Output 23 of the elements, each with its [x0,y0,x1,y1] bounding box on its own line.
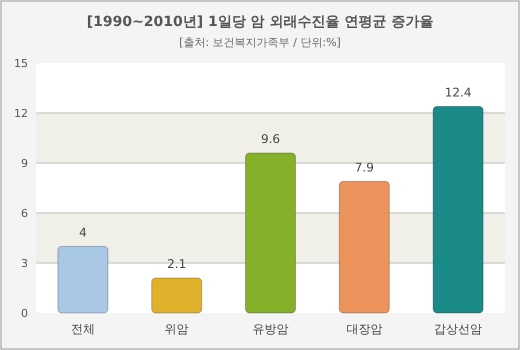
bar [338,180,390,314]
data-label: 7.9 [354,160,374,174]
data-label: 2.1 [167,257,186,271]
data-label: 4 [79,225,87,240]
bar [57,246,108,314]
bar [151,278,202,314]
x-tick-label: 갑상선암 [434,322,482,336]
x-tick-label: 전체 [70,322,95,336]
data-label: 12.4 [444,85,472,100]
bar [245,152,296,314]
x-tick-label: 위암 [164,322,189,336]
x-tick-label: 대장암 [346,322,382,336]
y-tick-label: 0 [21,307,28,320]
y-tick-label: 9 [21,157,28,170]
y-tick-label: 6 [21,207,28,220]
y-tick-label: 3 [21,257,28,270]
bar [432,106,484,314]
y-tick-label: 15 [14,57,28,70]
y-tick-label: 12 [14,107,28,120]
chart-subtitle: [출처: 보건복지가족부 / 단위:%] [179,36,341,49]
data-label: 9.6 [260,132,280,146]
chart-title: [1990~2010년] 1일당 암 외래수진율 연평균 증가율 [86,14,434,30]
x-tick-label: 유방암 [252,322,288,336]
